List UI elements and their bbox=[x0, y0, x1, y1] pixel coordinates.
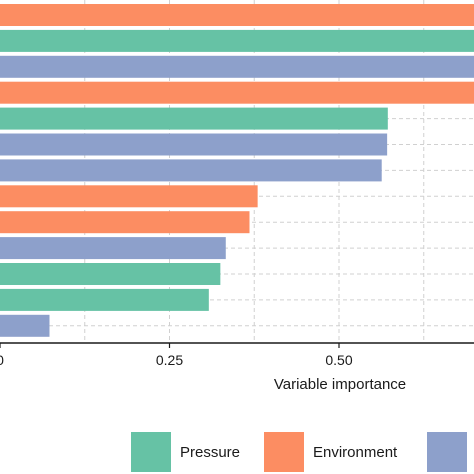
bar bbox=[0, 4, 474, 26]
x-axis-title: Variable importance bbox=[274, 376, 406, 393]
bar bbox=[0, 81, 474, 104]
bars bbox=[0, 4, 474, 337]
bar bbox=[0, 107, 388, 130]
bar bbox=[0, 288, 209, 311]
bar bbox=[0, 29, 474, 52]
bar bbox=[0, 314, 50, 337]
bar bbox=[0, 211, 250, 234]
x-tick-label: 0 bbox=[0, 352, 4, 368]
legend-swatch bbox=[427, 432, 467, 472]
bar bbox=[0, 133, 388, 156]
bar bbox=[0, 55, 474, 78]
x-tick-label: 0.25 bbox=[156, 352, 183, 368]
bar bbox=[0, 263, 221, 285]
bar bbox=[0, 237, 226, 260]
x-ticks: 0 0.25 0.50 bbox=[0, 343, 353, 368]
legend-label: Environment bbox=[313, 444, 398, 461]
bar bbox=[0, 185, 258, 208]
legend: Pressure Environment bbox=[131, 432, 467, 472]
bar bbox=[0, 159, 382, 182]
legend-swatch bbox=[131, 432, 171, 472]
legend-label: Pressure bbox=[180, 444, 240, 461]
x-tick-label: 0.50 bbox=[325, 352, 352, 368]
legend-swatch bbox=[264, 432, 304, 472]
